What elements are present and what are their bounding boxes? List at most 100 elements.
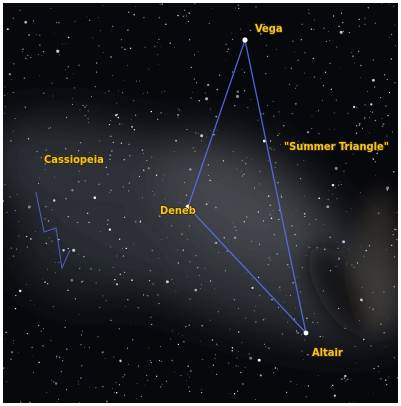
star (189, 298, 191, 300)
star (80, 344, 82, 346)
star (393, 357, 396, 359)
star (164, 198, 166, 200)
star (246, 157, 248, 158)
star (23, 77, 25, 79)
star (16, 194, 18, 196)
star (380, 97, 382, 99)
star (252, 278, 253, 280)
star (383, 74, 386, 76)
star (341, 21, 344, 24)
star (297, 59, 299, 61)
star (388, 4, 390, 6)
star (355, 362, 357, 364)
star (216, 88, 218, 91)
star (392, 233, 394, 236)
star (70, 278, 74, 282)
star (194, 3, 196, 5)
star (212, 372, 213, 374)
star (281, 333, 284, 335)
star (78, 64, 80, 66)
star (294, 51, 295, 53)
star (356, 262, 358, 264)
star (182, 15, 185, 17)
star (188, 386, 190, 388)
star (107, 219, 109, 221)
star (147, 379, 149, 381)
star (60, 370, 62, 373)
star (380, 378, 382, 380)
star (297, 164, 299, 166)
star (139, 220, 142, 222)
star (273, 115, 275, 117)
star (148, 279, 151, 282)
star (226, 250, 228, 252)
star (259, 295, 261, 297)
star (276, 253, 278, 255)
star (4, 338, 6, 340)
star (201, 140, 203, 142)
star (342, 240, 346, 244)
star (335, 265, 337, 267)
star (236, 357, 238, 359)
star (222, 180, 223, 182)
star (105, 400, 108, 403)
star (238, 7, 240, 10)
star (53, 381, 55, 383)
star (227, 48, 229, 50)
star (47, 268, 49, 270)
star (322, 99, 323, 101)
star (393, 256, 396, 258)
star (193, 78, 195, 80)
star (39, 44, 41, 46)
star (186, 128, 188, 131)
star (135, 221, 137, 223)
star (5, 331, 7, 334)
star (237, 308, 239, 310)
star (288, 84, 290, 86)
star (349, 402, 350, 403)
star (207, 164, 209, 166)
star (305, 396, 308, 398)
star (115, 381, 117, 384)
star (121, 123, 123, 125)
star (295, 103, 297, 105)
star (265, 318, 266, 320)
star (55, 272, 56, 274)
star (77, 254, 79, 255)
star (51, 240, 53, 242)
star (280, 194, 282, 196)
star (280, 196, 283, 198)
star (171, 330, 173, 332)
star (211, 339, 214, 341)
star (236, 168, 238, 170)
star (328, 31, 329, 32)
star (136, 80, 138, 82)
star (233, 236, 237, 239)
star (104, 92, 106, 94)
star (39, 34, 41, 36)
star (338, 66, 340, 68)
star (110, 189, 112, 191)
star (29, 401, 31, 403)
star (14, 118, 16, 119)
star (240, 371, 242, 374)
star (287, 321, 289, 323)
star (364, 17, 366, 20)
star (109, 191, 111, 193)
star (342, 30, 344, 32)
star (30, 300, 31, 302)
star (265, 346, 267, 348)
star (235, 94, 240, 98)
star (112, 25, 114, 28)
star (84, 346, 85, 348)
star (356, 106, 358, 108)
star (357, 50, 360, 53)
star (285, 391, 288, 394)
star (59, 356, 61, 358)
star (274, 367, 277, 369)
star (351, 51, 353, 53)
star (255, 399, 257, 401)
star (388, 376, 390, 378)
